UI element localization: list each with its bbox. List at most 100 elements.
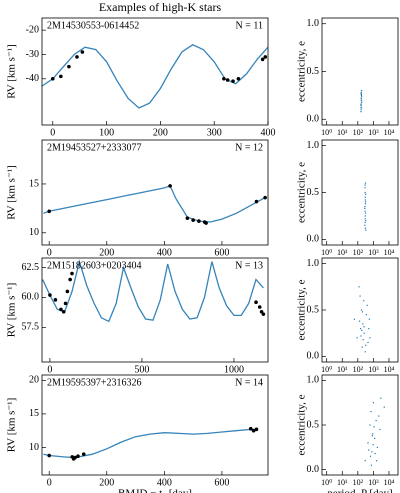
n-label: N = 11	[236, 20, 264, 31]
x-tick-label: 10⁰	[321, 478, 332, 487]
sample-point	[367, 442, 369, 444]
x-tick-label: 600	[214, 247, 229, 258]
sample-point	[365, 314, 367, 316]
sample-point	[364, 224, 366, 226]
data-point	[225, 78, 230, 82]
data-point	[263, 55, 268, 59]
y-tick-label: 0.0	[307, 464, 320, 475]
sample-point	[365, 229, 367, 231]
y-tick-label: 1.0	[307, 18, 320, 29]
y-tick-label: 57.5	[22, 322, 40, 333]
sample-point	[362, 339, 364, 341]
data-point	[59, 307, 63, 312]
sample-point	[364, 207, 366, 210]
x-tick-label: 10⁴	[384, 128, 395, 137]
sample-point	[364, 227, 366, 229]
sample-point	[364, 218, 366, 220]
sample-point	[358, 286, 360, 288]
x-tick-label: 0	[47, 477, 52, 488]
x-tick-label: 10⁴	[384, 478, 395, 487]
y-axis-label: RV [km s⁻¹]	[6, 398, 18, 452]
data-point	[50, 76, 55, 81]
sample-point	[367, 341, 369, 344]
sample-point	[360, 95, 363, 97]
star-id: 2M14530553-0614452	[47, 20, 139, 31]
sample-point	[364, 210, 366, 212]
data-point	[254, 300, 258, 305]
sample-point	[375, 460, 378, 462]
sample-point	[365, 193, 367, 195]
sample-point	[368, 318, 370, 320]
x-tick-label: 10²	[353, 128, 364, 137]
axes-frame	[41, 139, 269, 246]
x-tick-label: 10²	[353, 478, 364, 487]
sample-point	[360, 105, 362, 107]
sample-point	[378, 415, 380, 417]
sample-point	[369, 424, 371, 426]
axes-frame	[41, 17, 269, 126]
sample-point	[371, 451, 373, 453]
figure-title: Examples of high-K stars	[99, 0, 222, 14]
x-tick-label: 10³	[368, 128, 379, 137]
y-tick-label: 1.0	[307, 258, 320, 269]
data-point	[231, 79, 235, 84]
x-tick-label: 10¹	[337, 478, 348, 487]
x-axis-label: period, P [day]	[327, 488, 392, 493]
sample-point	[361, 311, 364, 313]
star-id: 2M19595397+2316326	[47, 377, 142, 388]
data-point	[70, 271, 74, 276]
data-point	[254, 199, 259, 204]
data-point	[80, 50, 85, 54]
sample-point	[372, 444, 374, 446]
sample-point	[364, 221, 366, 224]
x-tick-label: 200	[99, 247, 114, 258]
sample-point	[369, 455, 372, 457]
x-tick-label: 10¹	[337, 365, 348, 374]
sample-point	[360, 90, 363, 92]
x-tick-label: 1000	[224, 364, 244, 375]
sample-point	[368, 449, 370, 451]
x-tick-label: 200	[99, 477, 114, 488]
axes-frame	[321, 139, 399, 246]
data-point	[53, 298, 58, 302]
sample-point	[365, 344, 367, 346]
y-tick-label: 20	[29, 375, 39, 386]
sample-point	[374, 437, 376, 439]
y-tick-label: -40	[26, 73, 39, 84]
x-tick-label: 10³	[368, 248, 379, 257]
y-tick-label: 1.0	[307, 375, 320, 386]
sample-point	[364, 351, 366, 353]
sample-point	[371, 435, 373, 437]
x-tick-label: 500	[134, 364, 149, 375]
sample-point	[359, 320, 361, 322]
panel	[364, 397, 385, 466]
sample-point	[361, 101, 363, 103]
data-point	[59, 74, 63, 79]
sample-point	[360, 107, 363, 109]
star-id: 2M19453527+2333077	[47, 142, 142, 153]
y-axis-label: eccentricity, e	[296, 394, 308, 455]
sample-point	[362, 323, 364, 325]
data-point	[251, 428, 256, 433]
x-tick-label: 10¹	[337, 128, 348, 137]
data-point	[68, 277, 72, 282]
y-tick-label: 0.5	[307, 187, 320, 198]
y-tick-label: 0.5	[307, 304, 320, 315]
model-curve	[42, 259, 264, 323]
panel	[360, 90, 363, 113]
data-point	[81, 452, 86, 456]
sample-point	[374, 452, 376, 455]
sample-point	[364, 215, 366, 217]
sample-point	[360, 309, 363, 311]
panel	[364, 182, 367, 231]
n-label: N = 12	[235, 142, 263, 153]
sample-point	[364, 203, 367, 205]
y-axis-label: RV [km s⁻¹]	[6, 165, 18, 219]
sample-point	[366, 304, 368, 306]
x-tick-label: 400	[261, 127, 276, 138]
sample-point	[360, 109, 362, 111]
axes-frame	[321, 257, 399, 363]
model-curve	[43, 185, 266, 223]
data-point	[236, 76, 241, 81]
